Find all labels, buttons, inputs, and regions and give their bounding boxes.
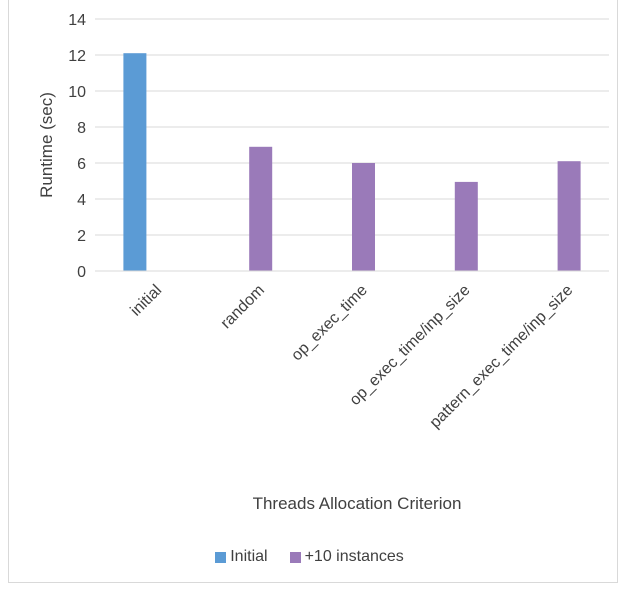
bar <box>557 161 581 271</box>
legend-item: +10 instances <box>289 548 404 566</box>
y-tick-label: 8 <box>77 120 86 137</box>
y-tick-label: 2 <box>77 228 86 245</box>
x-tick-label: op_exec_time <box>288 282 371 365</box>
x-tick-label: random <box>218 282 268 332</box>
y-tick-label: 4 <box>77 192 86 209</box>
bar <box>123 53 147 272</box>
legend-label: +10 instances <box>304 548 404 565</box>
bar-chart: 0 2 4 6 8 10 12 14 initial random op_exec_timeop_… <box>37 12 609 513</box>
chart-frame <box>8 0 618 583</box>
bar <box>352 163 375 271</box>
x-axis-tick-labels: initial random op_exec_timeop_exec_time/in… <box>127 282 576 432</box>
y-tick-label: 6 <box>77 156 86 173</box>
y-axis-tick-labels: 0 2 4 6 8 10 12 14 <box>68 12 86 281</box>
legend-label: Initial <box>230 548 268 565</box>
legend-swatch <box>215 551 227 563</box>
y-tick-label: 14 <box>68 12 86 29</box>
x-axis-title: Threads Allocation Criterion <box>253 494 462 513</box>
legend-swatch <box>289 551 301 563</box>
y-tick-label: 12 <box>68 48 86 65</box>
bar <box>249 146 273 271</box>
legend-item: Initial <box>215 548 268 566</box>
x-tick-label: initial <box>127 282 165 320</box>
x-tick-label: op_exec_time/inp_size <box>347 282 474 409</box>
y-tick-label: 10 <box>68 84 86 101</box>
bar <box>454 181 478 271</box>
y-tick-label: 0 <box>77 264 86 281</box>
y-axis-title: Runtime (sec) <box>37 92 56 198</box>
bars <box>123 53 581 272</box>
legend: Initial +10 instances <box>0 548 619 566</box>
